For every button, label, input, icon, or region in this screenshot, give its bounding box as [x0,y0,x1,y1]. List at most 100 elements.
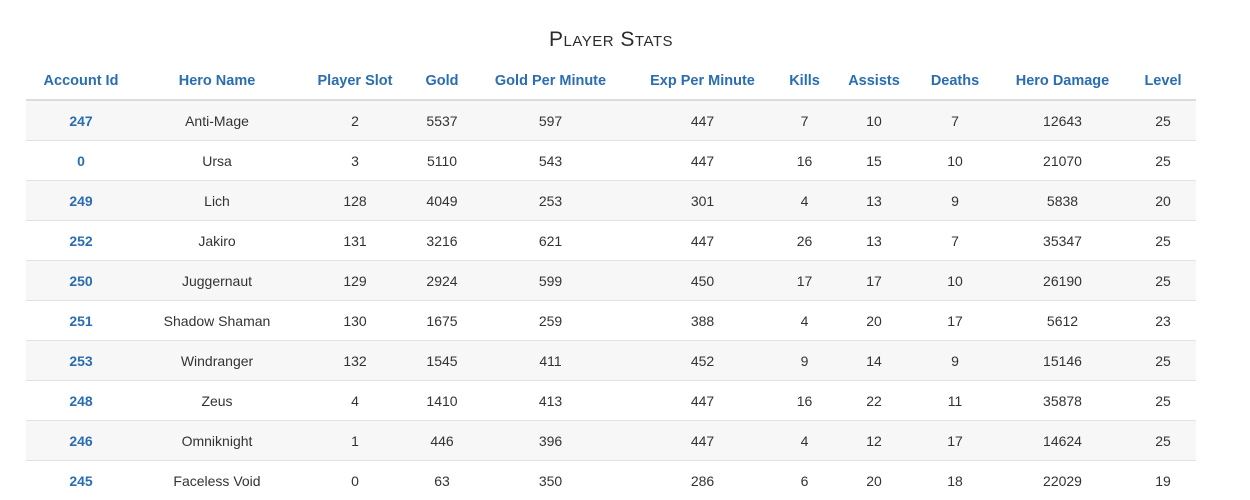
deaths-cell: 7 [915,100,995,141]
level-cell: 25 [1130,220,1196,261]
hero-damage-cell: 5838 [995,180,1130,221]
exp-per-minute-cell: 286 [690,472,715,489]
hero-name-cell: Shadow Shaman [136,300,298,341]
account-id-link[interactable]: 0 [77,152,85,169]
header-player-slot[interactable]: Player Slot [298,62,412,101]
gold-cell: 4049 [412,180,472,221]
header-account-id[interactable]: Account Id [26,62,136,101]
hero-name-cell: Juggernaut [136,260,298,301]
hero-name-cell: Lich [136,180,298,221]
account-id-link[interactable]: 246 [69,432,93,449]
table-row: 245 Faceless Void 0 63 350 286 6 20 18 22029 19 [26,461,1196,500]
kills-cell: 4 [776,180,833,221]
account-id-link[interactable]: 253 [69,352,93,369]
hero-damage-cell: 21070 [995,140,1130,181]
level-cell: 20 [1130,180,1196,221]
hero-name-cell: Omniknight [136,420,298,461]
account-id-cell: 247 [26,100,136,141]
exp-per-minute-cell: 447 [629,380,776,421]
kills-cell: 4 [776,420,833,461]
gold-cell: 1410 [412,380,472,421]
hero-damage-cell: 22029 [1043,472,1082,489]
hero-damage-cell: 12643 [995,100,1130,141]
header-deaths[interactable]: Deaths [915,62,995,101]
account-id-link[interactable]: 250 [69,272,93,289]
account-id-cell: 245 [26,461,136,500]
gold-per-minute-cell: 413 [472,380,629,421]
exp-per-minute-cell: 447 [629,140,776,181]
level-cell: 25 [1130,140,1196,181]
account-id-link[interactable]: 245 [69,472,93,489]
hero-damage-cell: 5612 [995,300,1130,341]
account-id-cell: 251 [26,300,136,341]
gold-cell: 5537 [412,100,472,141]
header-exp-per-minute[interactable]: Exp Per Minute [629,62,776,101]
assists-cell: 12 [833,420,915,461]
assists-cell: 13 [833,180,915,221]
hero-name-cell: Windranger [136,340,298,381]
gold-per-minute-cell: 621 [472,220,629,261]
kills-cell: 16 [776,380,833,421]
assists-cell: 22 [833,380,915,421]
exp-per-minute-cell: 452 [629,340,776,381]
deaths-cell: 11 [915,380,995,421]
account-id-link[interactable]: 252 [69,232,93,249]
player-slot-cell: 129 [298,260,412,301]
assists-cell: 10 [833,100,915,141]
gold-cell: 3216 [412,220,472,261]
header-level[interactable]: Level [1130,62,1196,101]
table-row: 247 Anti-Mage 2 5537 597 447 7 10 7 12643 25 [26,100,1196,141]
gold-per-minute-cell: 259 [472,300,629,341]
header-hero-name[interactable]: Hero Name [136,62,298,101]
account-id-cell: 253 [26,340,136,381]
account-id-link[interactable]: 249 [69,192,93,209]
hero-damage-cell: 26190 [995,260,1130,301]
header-hero-damage[interactable]: Hero Damage [995,62,1130,101]
player-slot-cell: 1 [298,420,412,461]
player-stats-table: Account Id Hero Name Player Slot Gold Gold P… [26,62,1196,500]
table-row: 248 Zeus 4 1410 413 447 16 22 11 35878 25 [26,380,1196,421]
gold-cell: 2924 [412,260,472,301]
deaths-cell: 10 [915,140,995,181]
account-id-link[interactable]: 251 [69,312,93,329]
assists-cell: 20 [833,300,915,341]
gold-per-minute-cell: 597 [472,100,629,141]
account-id-link[interactable]: 248 [69,392,93,409]
level-cell: 25 [1130,100,1196,141]
account-id-cell: 249 [26,180,136,221]
kills-cell: 6 [800,472,809,489]
kills-cell: 16 [776,140,833,181]
gold-cell: 63 [434,472,450,489]
gold-per-minute-cell: 411 [472,340,629,381]
table-row: 246 Omniknight 1 446 396 447 4 12 17 14624 25 [26,420,1196,461]
header-gold-per-minute[interactable]: Gold Per Minute [472,62,629,101]
assists-cell: 15 [833,140,915,181]
player-slot-cell: 131 [298,220,412,261]
table-row: 250 Juggernaut 129 2924 599 450 17 17 10 26190 25 [26,260,1196,301]
hero-name-cell: Faceless Void [173,472,261,489]
header-kills[interactable]: Kills [776,62,833,101]
header-gold[interactable]: Gold [412,62,472,101]
player-slot-cell: 130 [298,300,412,341]
level-cell: 25 [1130,380,1196,421]
table-row: 249 Lich 128 4049 253 301 4 13 9 5838 20 [26,180,1196,221]
hero-name-cell: Ursa [136,140,298,181]
deaths-cell: 17 [915,420,995,461]
header-assists[interactable]: Assists [833,62,915,101]
account-id-link[interactable]: 247 [69,112,93,129]
deaths-cell: 10 [915,260,995,301]
kills-cell: 7 [776,100,833,141]
deaths-cell: 7 [915,220,995,261]
account-id-cell: 246 [26,420,136,461]
player-slot-cell: 4 [298,380,412,421]
exp-per-minute-cell: 447 [629,100,776,141]
gold-per-minute-cell: 350 [538,472,563,489]
level-cell: 23 [1130,300,1196,341]
level-cell: 25 [1130,260,1196,301]
exp-per-minute-cell: 301 [629,180,776,221]
gold-per-minute-cell: 396 [472,420,629,461]
table-row: 251 Shadow Shaman 130 1675 259 388 4 20 17 5612 23 [26,300,1196,341]
exp-per-minute-cell: 388 [629,300,776,341]
table-row: 253 Windranger 132 1545 411 452 9 14 9 15146 25 [26,340,1196,381]
